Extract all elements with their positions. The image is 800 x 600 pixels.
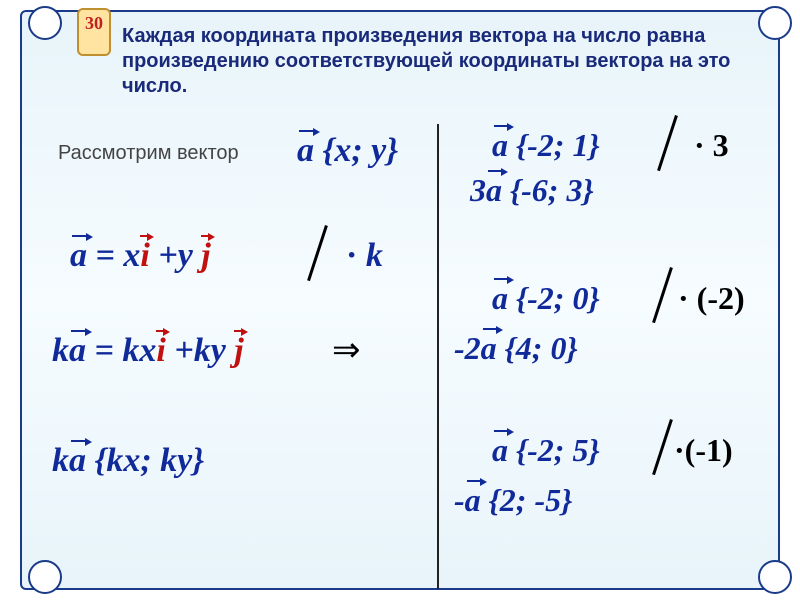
implies-arrow: ⇒ <box>332 330 361 370</box>
example2-scalar: · (-2) <box>678 280 745 317</box>
example1-input: a {-2; 1} <box>492 127 600 164</box>
slash-divider <box>302 230 332 280</box>
example3-scalar: ·(-1) <box>674 432 733 469</box>
corner-decoration <box>758 560 792 594</box>
corner-decoration <box>758 6 792 40</box>
multiply-by-k: · k <box>346 237 383 275</box>
slash-divider <box>647 272 677 322</box>
consider-label: Рассмотрим вектор <box>58 142 239 165</box>
rule-heading: Каждая координата произведения вектора н… <box>122 24 762 99</box>
corner-decoration <box>28 6 62 40</box>
vector-ka-decomposition: ka = kxi +ky j <box>52 332 244 370</box>
example2-result: -2a {4; 0} <box>454 330 578 367</box>
vector-decomposition: a = xi +y j <box>70 237 211 275</box>
example3-input: a {-2; 5} <box>492 432 600 469</box>
example2-input: a {-2; 0} <box>492 280 600 317</box>
vector-ka-coords: ka {kx; ky} <box>52 442 204 480</box>
corner-decoration <box>28 560 62 594</box>
divider-vertical <box>437 124 439 589</box>
example1-scalar: · 3 <box>694 127 729 164</box>
slash-divider <box>652 120 682 170</box>
rule-badge: 30 <box>77 8 111 56</box>
vector-a-xy: a {x; y} <box>297 132 398 170</box>
example1-result: 3a {-6; 3} <box>470 172 594 209</box>
example3-result: -a {2; -5} <box>454 482 572 519</box>
slide-frame: 30 Каждая координата произведения вектор… <box>20 10 780 590</box>
slash-divider <box>647 424 677 474</box>
